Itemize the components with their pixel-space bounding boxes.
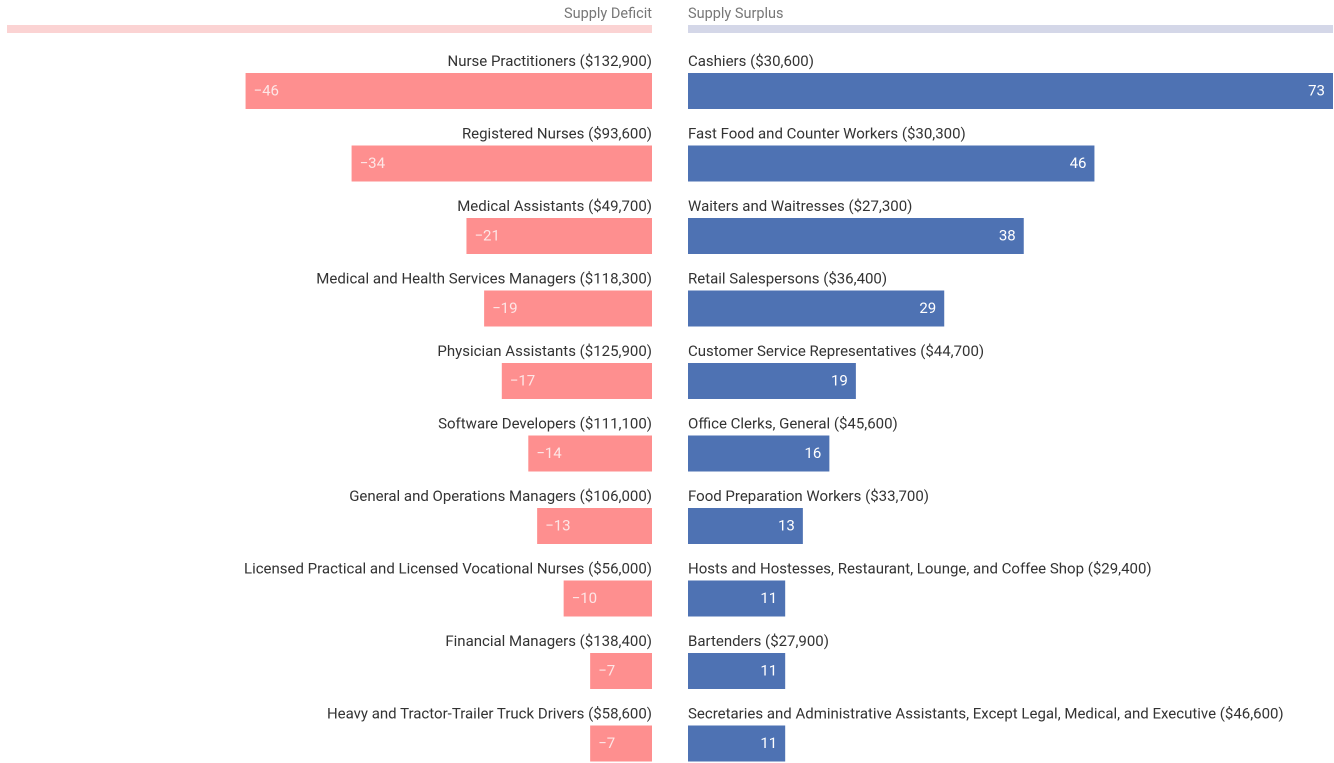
bar (590, 725, 652, 762)
category-label: Cashiers ($30,600) (688, 52, 814, 70)
value-label: −13 (545, 516, 570, 534)
bar (466, 218, 652, 254)
category-label: Financial Managers ($138,400) (445, 632, 652, 650)
bar (245, 73, 652, 109)
category-label: Bartenders ($27,900) (688, 632, 829, 650)
value-label: 13 (778, 516, 795, 534)
bar (688, 363, 856, 399)
bar (563, 580, 652, 617)
bar (688, 218, 1024, 254)
bar (688, 508, 803, 544)
category-label: Software Developers ($111,100) (438, 414, 652, 432)
value-label: −14 (536, 444, 562, 462)
category-label: Licensed Practical and Licensed Vocation… (244, 559, 652, 577)
bar (590, 653, 652, 689)
bar (688, 73, 1333, 109)
category-label: General and Operations Managers ($106,00… (349, 487, 652, 505)
category-label: Physician Assistants ($125,900) (437, 342, 652, 360)
value-label: 16 (804, 444, 821, 462)
value-label: 46 (1070, 154, 1087, 172)
value-label: −19 (492, 299, 517, 317)
category-label: Medical Assistants ($49,700) (457, 197, 652, 215)
value-label: 73 (1308, 81, 1325, 99)
value-label: −7 (598, 734, 615, 752)
category-label: Fast Food and Counter Workers ($30,300) (688, 124, 966, 142)
bar (351, 145, 652, 182)
value-label: 11 (760, 661, 777, 679)
value-label: −17 (510, 371, 535, 389)
bar (688, 290, 945, 327)
category-label: Retail Salespersons ($36,400) (688, 269, 887, 287)
category-label: Waiters and Waitresses ($27,300) (688, 197, 912, 215)
bar (688, 580, 786, 617)
value-label: −46 (254, 81, 279, 99)
bar (528, 435, 652, 472)
value-label: 19 (831, 371, 848, 389)
category-label: Medical and Health Services Managers ($1… (316, 269, 652, 287)
category-label: Food Preparation Workers ($33,700) (688, 487, 929, 505)
value-label: 29 (919, 299, 936, 317)
bar (688, 435, 830, 472)
panel-header-bar (688, 25, 1333, 33)
category-label: Office Clerks, General ($45,600) (688, 414, 898, 432)
value-label: −34 (360, 154, 386, 172)
category-label: Nurse Practitioners ($132,900) (448, 52, 653, 70)
value-label: −10 (572, 589, 597, 607)
category-label: Registered Nurses ($93,600) (462, 124, 652, 142)
value-label: 38 (999, 226, 1016, 244)
bar (688, 653, 786, 689)
value-label: 11 (760, 734, 777, 752)
category-label: Customer Service Representatives ($44,70… (688, 342, 984, 360)
value-label: −7 (598, 661, 615, 679)
panel-title: Supply Deficit (564, 5, 652, 22)
bar (688, 725, 786, 762)
category-label: Heavy and Tractor-Trailer Truck Drivers … (327, 704, 652, 722)
bar (501, 363, 652, 399)
category-label: Secretaries and Administrative Assistant… (688, 704, 1284, 722)
value-label: 11 (760, 589, 777, 607)
panel-header-bar (7, 25, 652, 33)
bar (537, 508, 652, 544)
value-label: −21 (474, 226, 499, 244)
category-label: Hosts and Hostesses, Restaurant, Lounge,… (688, 559, 1152, 577)
bar (484, 290, 652, 327)
panel-title: Supply Surplus (688, 5, 784, 22)
bar (688, 145, 1095, 182)
